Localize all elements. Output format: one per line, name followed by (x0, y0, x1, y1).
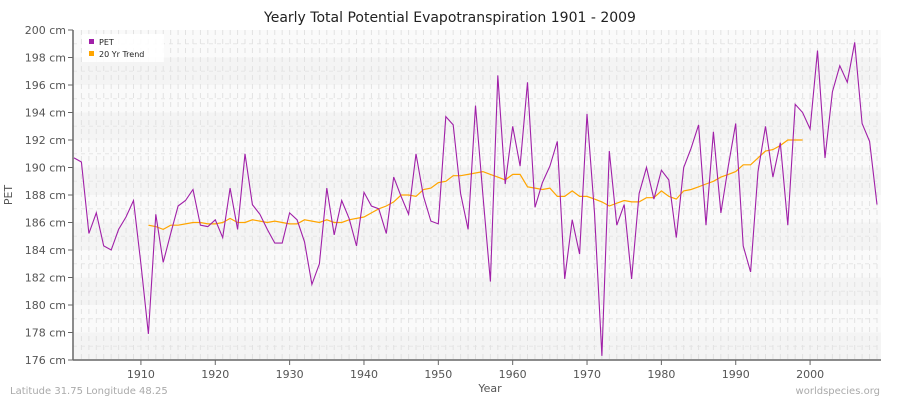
x-tick-label: 1930 (276, 368, 304, 381)
y-tick-label: 182 cm (25, 272, 66, 285)
y-tick-label: 184 cm (25, 244, 66, 257)
y-tick-label: 176 cm (25, 354, 66, 367)
x-tick-label: 1980 (647, 368, 675, 381)
legend-label-trend: 20 Yr Trend (99, 50, 144, 59)
x-tick-label: 1920 (201, 368, 229, 381)
y-tick-label: 198 cm (25, 52, 66, 65)
y-tick-label: 192 cm (25, 134, 66, 147)
y-tick-label: 196 cm (25, 79, 66, 92)
x-tick-label: 2000 (796, 368, 824, 381)
legend-label-pet: PET (99, 38, 114, 47)
y-tick-label: 188 cm (25, 189, 66, 202)
y-tick-label: 180 cm (25, 299, 66, 312)
x-tick-label: 1960 (499, 368, 527, 381)
trend-series-line (148, 139, 803, 231)
legend-box (82, 34, 164, 62)
y-axis-ticks: 176 cm 178 cm 180 cm 182 cm 184 cm 186 cm 188 … (25, 24, 73, 367)
site-credit: worldspecies.org (796, 386, 880, 397)
pet-series-line (73, 42, 878, 356)
y-axis-label: PET (2, 185, 15, 206)
legend: PET 20 Yr Trend (82, 34, 164, 62)
x-axis-label: Year (477, 382, 502, 395)
x-tick-label: 1940 (350, 368, 378, 381)
legend-swatch-pet (89, 39, 94, 44)
x-axis-ticks: 1910 1920 1930 1940 1950 1960 1970 1980 1990 2000 (127, 360, 824, 381)
y-tick-label: 200 cm (25, 24, 66, 37)
plot-background (73, 30, 881, 360)
chart-title: Yearly Total Potential Evapotranspiratio… (263, 10, 636, 26)
y-tick-label: 194 cm (25, 107, 66, 120)
x-tick-label: 1950 (424, 368, 452, 381)
y-tick-label: 186 cm (25, 217, 66, 230)
series-lines (73, 42, 878, 356)
y-tick-label: 190 cm (25, 162, 66, 175)
x-tick-label: 1970 (573, 368, 601, 381)
x-tick-label: 1990 (722, 368, 750, 381)
vertical-gridlines (80, 30, 878, 360)
location-caption: Latitude 31.75 Longitude 48.25 (10, 386, 168, 397)
legend-swatch-trend (89, 51, 94, 56)
x-tick-label: 1910 (127, 368, 155, 381)
y-tick-label: 178 cm (25, 327, 66, 340)
